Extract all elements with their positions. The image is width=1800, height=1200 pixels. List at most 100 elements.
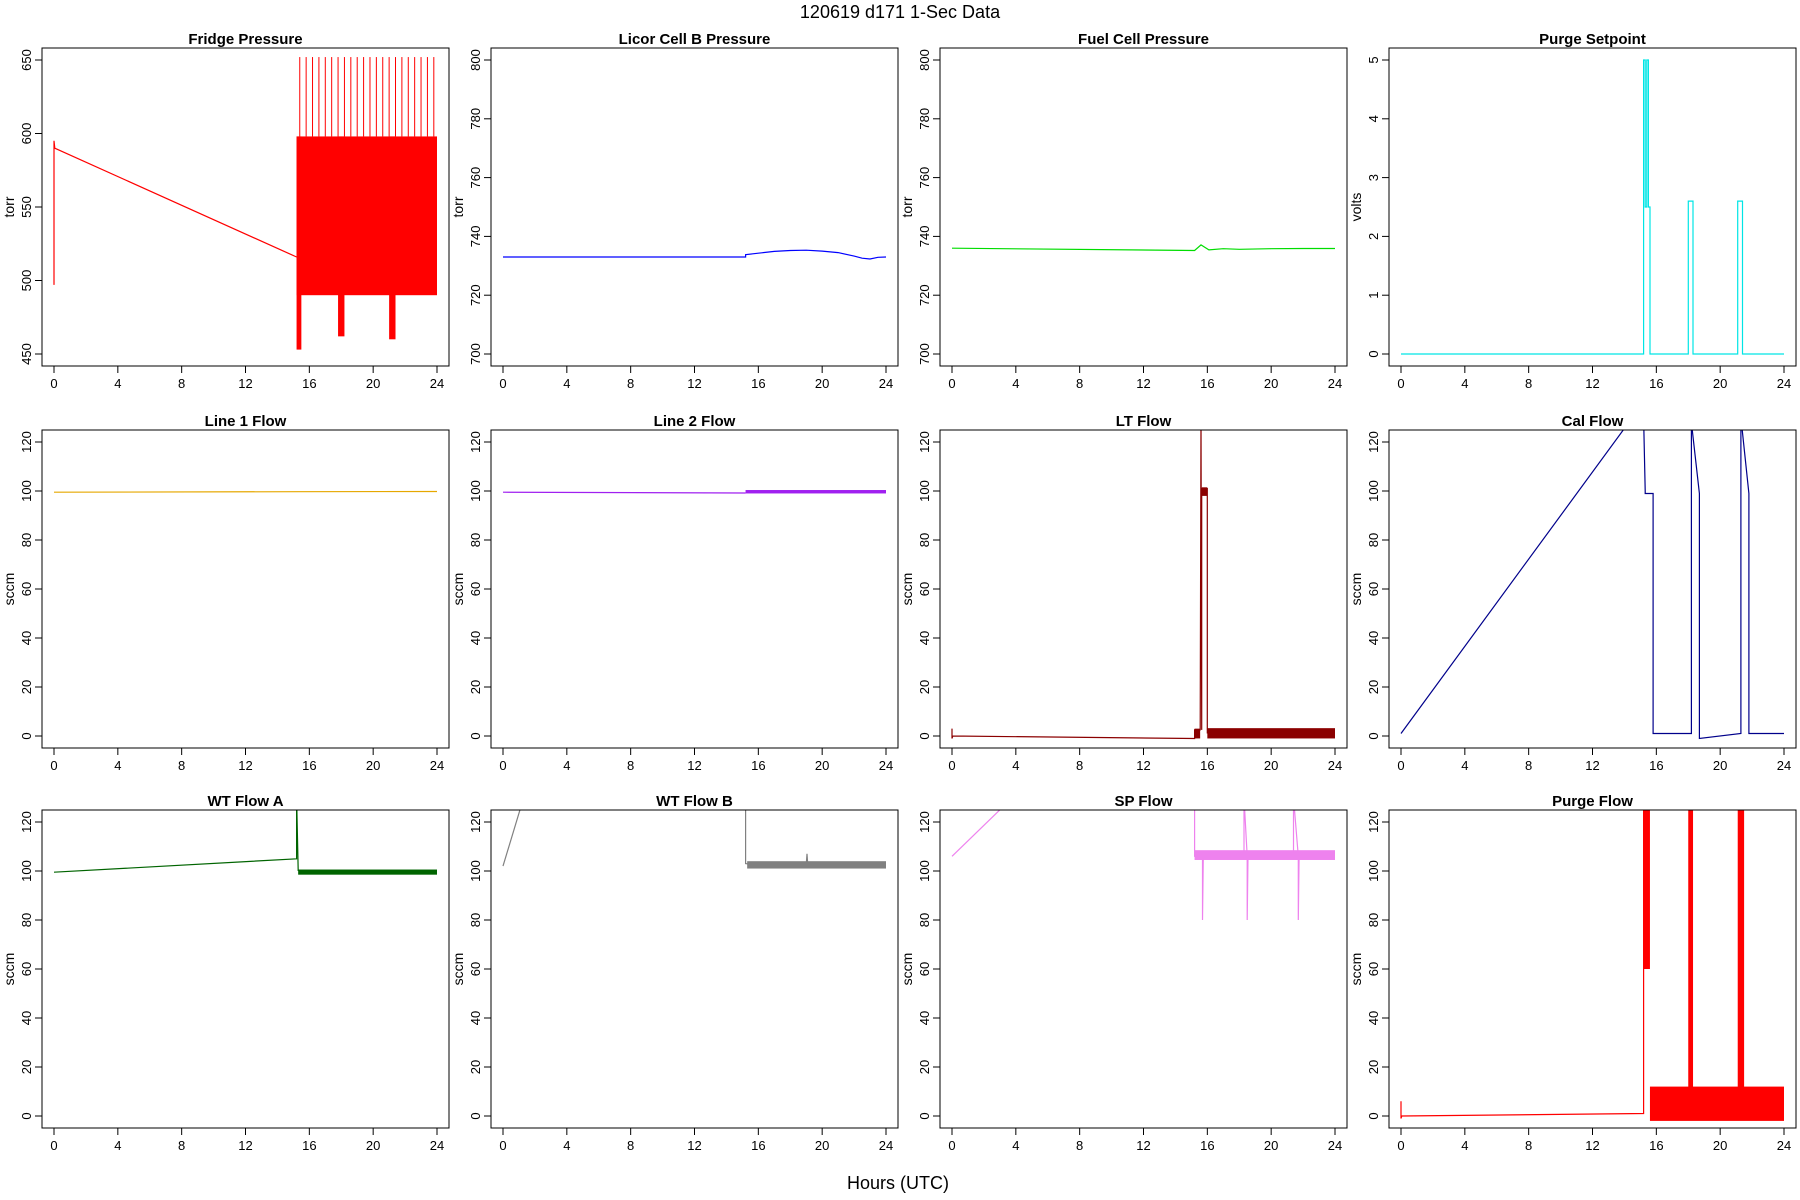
series-line — [53, 490, 438, 493]
y-tick-label: 100 — [917, 480, 932, 502]
series-band — [298, 869, 437, 875]
y-tick-label: 120 — [19, 431, 34, 453]
y-tick-label: 100 — [1366, 480, 1381, 502]
x-tick-label: 4 — [1461, 376, 1468, 391]
y-tick-label: 80 — [917, 533, 932, 547]
y-tick-label: 80 — [468, 913, 483, 927]
y-axis-label: torr — [450, 196, 466, 217]
y-tick-label: 3 — [1366, 174, 1381, 181]
x-tick-label: 20 — [1713, 758, 1727, 773]
x-tick-label: 16 — [1649, 376, 1663, 391]
series-line — [53, 810, 299, 873]
y-tick-label: 4 — [1366, 115, 1381, 122]
series-line — [53, 140, 297, 285]
plot-frame — [41, 429, 450, 749]
y-tick-label: 800 — [468, 49, 483, 71]
panel-0: Fridge Pressure torr 0 4 8 12 16 20 24 450 500 550 6… — [1, 31, 450, 391]
x-tick-label: 0 — [948, 376, 955, 391]
y-tick-label: 550 — [19, 196, 34, 218]
y-tick-label: 0 — [1366, 350, 1381, 357]
y-axis-label: torr — [899, 196, 915, 217]
x-tick-label: 16 — [1649, 1138, 1663, 1153]
x-tick-label: 24 — [1328, 758, 1342, 773]
y-tick-label: 20 — [19, 1060, 34, 1074]
panel-1: Licor Cell B Pressure torr 0 4 8 12 16 20 24 700 7… — [450, 31, 899, 391]
plot-area — [1401, 59, 1784, 355]
y-tick-label: 60 — [917, 962, 932, 976]
y-tick-label: 20 — [1366, 680, 1381, 694]
y-tick-label: 760 — [917, 167, 932, 189]
plot-area — [53, 57, 437, 350]
y-tick-label: 40 — [19, 631, 34, 645]
x-tick-label: 8 — [627, 758, 634, 773]
y-tick-label: 120 — [1366, 431, 1381, 453]
y-tick-label: 0 — [917, 1112, 932, 1119]
x-tick-label: 12 — [238, 376, 252, 391]
y-tick-label: 500 — [19, 270, 34, 292]
x-tick-label: 16 — [302, 376, 316, 391]
panel-title: WT Flow B — [656, 793, 733, 810]
y-tick-label: 1 — [1366, 292, 1381, 299]
x-tick-label: 16 — [302, 758, 316, 773]
y-tick-label: 100 — [1366, 860, 1381, 882]
x-tick-label: 0 — [50, 1138, 57, 1153]
y-tick-label: 780 — [468, 108, 483, 130]
x-tick-label: 20 — [815, 758, 829, 773]
plot-area — [951, 244, 1335, 252]
figure-title: 120619 d171 1-Sec Data — [800, 2, 1001, 22]
x-tick-label: 24 — [430, 376, 444, 391]
y-tick-label: 20 — [1366, 1060, 1381, 1074]
series-line — [744, 810, 887, 867]
series-band — [338, 136, 345, 337]
x-tick-label: 12 — [1136, 376, 1150, 391]
plot-frame — [490, 809, 899, 1129]
x-tick-label: 4 — [1012, 376, 1019, 391]
y-tick-label: 0 — [468, 732, 483, 739]
y-tick-label: 120 — [19, 811, 34, 833]
series-band — [745, 490, 886, 494]
series-line — [502, 810, 521, 867]
panel-7: Cal Flow sccm 0 4 8 12 16 20 24 0 20 40 60 80 100 120 — [1348, 413, 1797, 773]
series-band — [1737, 810, 1745, 1116]
x-tick-label: 12 — [1136, 1138, 1150, 1153]
x-tick-label: 24 — [879, 758, 893, 773]
plot-frame — [1388, 809, 1797, 1129]
x-tick-label: 20 — [815, 376, 829, 391]
x-axis-label: Hours (UTC) — [847, 1173, 949, 1193]
x-tick-label: 8 — [1525, 758, 1532, 773]
series-line — [1401, 59, 1784, 355]
x-tick-label: 12 — [1585, 376, 1599, 391]
x-tick-label: 12 — [1136, 758, 1150, 773]
y-tick-label: 720 — [468, 284, 483, 306]
plot-area — [503, 249, 887, 260]
y-tick-label: 60 — [468, 582, 483, 596]
y-tick-label: 5 — [1366, 56, 1381, 63]
x-tick-label: 16 — [1200, 758, 1214, 773]
panel-2: Fuel Cell Pressure torr 0 4 8 12 16 20 24 700 720 7… — [899, 31, 1348, 391]
x-tick-label: 16 — [1649, 758, 1663, 773]
x-tick-label: 4 — [1012, 1138, 1019, 1153]
panel-11: Purge Flow sccm 0 4 8 12 16 20 24 0 20 40 60 80 100 120 — [1348, 793, 1797, 1153]
series-line — [951, 810, 1001, 857]
x-tick-label: 24 — [1777, 376, 1791, 391]
panel-title: WT Flow A — [207, 793, 283, 810]
x-tick-label: 20 — [366, 1138, 380, 1153]
x-tick-label: 4 — [563, 376, 570, 391]
x-tick-label: 20 — [1713, 1138, 1727, 1153]
x-tick-label: 4 — [563, 758, 570, 773]
x-tick-label: 0 — [499, 1138, 506, 1153]
plot-area — [502, 810, 887, 869]
x-tick-label: 4 — [114, 376, 121, 391]
panel-title: SP Flow — [1114, 793, 1172, 810]
y-tick-label: 0 — [19, 732, 34, 739]
plot-area — [1400, 810, 1784, 1121]
x-tick-label: 8 — [1525, 1138, 1532, 1153]
x-tick-label: 16 — [751, 1138, 765, 1153]
y-tick-label: 720 — [917, 284, 932, 306]
x-tick-label: 0 — [1397, 376, 1404, 391]
x-tick-label: 12 — [687, 1138, 701, 1153]
plot-frame — [939, 429, 1348, 749]
y-tick-label: 740 — [468, 226, 483, 248]
